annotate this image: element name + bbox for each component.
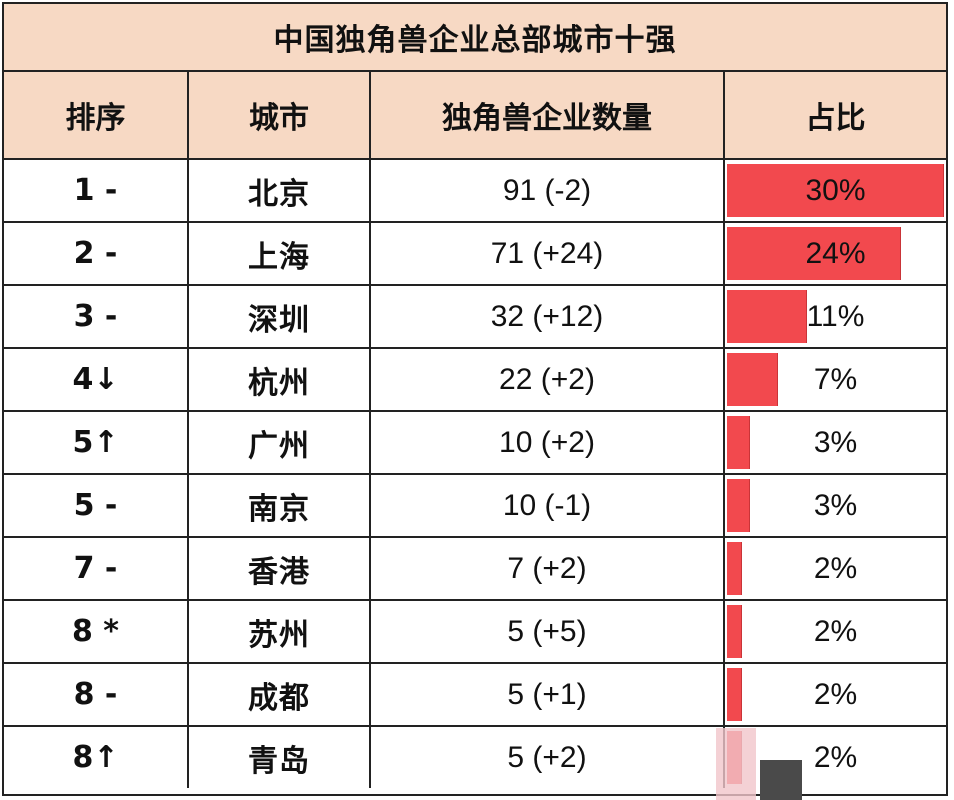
city-cell: 上海 <box>187 221 371 286</box>
share-bar <box>727 353 778 406</box>
count-cell: 22 (+2) <box>369 347 725 412</box>
share-label: 24% <box>805 237 866 270</box>
table-row: 7 - 香港 7 (+2) 2% <box>4 536 946 601</box>
table-row: 3 - 深圳 32 (+12) 11% <box>4 284 946 349</box>
city-cell: 青岛 <box>187 725 371 788</box>
table-row: 8 - 成都 5 (+1) 2% <box>4 662 946 727</box>
share-bar <box>727 605 742 658</box>
city-cell: 深圳 <box>187 284 371 349</box>
share-label: 2% <box>813 678 858 711</box>
count-cell: 7 (+2) <box>369 536 725 601</box>
table-row: 2 - 上海 71 (+24) 24% <box>4 221 946 286</box>
header-share: 占比 <box>723 72 946 160</box>
share-cell: 2% <box>723 725 946 788</box>
rank-cell: 4↓ <box>4 347 189 412</box>
share-label: 3% <box>813 489 858 522</box>
share-label: 30% <box>805 174 866 207</box>
share-cell: 2% <box>723 536 946 601</box>
rank-cell: 2 - <box>4 221 189 286</box>
share-cell: 2% <box>723 599 946 664</box>
header-row: 排序 城市 独角兽企业数量 占比 <box>4 72 946 160</box>
share-cell: 2% <box>723 662 946 727</box>
rank-cell: 7 - <box>4 536 189 601</box>
share-label: 2% <box>813 741 858 774</box>
header-count: 独角兽企业数量 <box>369 72 725 160</box>
share-bar <box>727 290 807 343</box>
count-cell: 32 (+12) <box>369 284 725 349</box>
city-cell: 广州 <box>187 410 371 475</box>
city-cell: 成都 <box>187 662 371 727</box>
rank-cell: 5↑ <box>4 410 189 475</box>
header-city: 城市 <box>187 72 371 160</box>
table-row: 8↑ 青岛 5 (+2) 2% <box>4 725 946 788</box>
share-cell: 24% <box>723 221 946 286</box>
count-cell: 71 (+24) <box>369 221 725 286</box>
city-cell: 苏州 <box>187 599 371 664</box>
city-cell: 南京 <box>187 473 371 538</box>
rank-cell: 8↑ <box>4 725 189 788</box>
share-label: 7% <box>813 363 858 396</box>
rank-cell: 1 - <box>4 158 189 223</box>
rank-cell: 3 - <box>4 284 189 349</box>
table-row: 4↓ 杭州 22 (+2) 7% <box>4 347 946 412</box>
share-bar <box>727 416 750 469</box>
share-bar <box>727 164 944 217</box>
share-label: 2% <box>813 615 858 648</box>
count-cell: 5 (+5) <box>369 599 725 664</box>
city-cell: 杭州 <box>187 347 371 412</box>
ranking-table: 排序 城市 独角兽企业数量 占比 1 - 北京 91 (-2) 30% 2 - 上海 71 … <box>4 72 946 788</box>
share-cell: 11% <box>723 284 946 349</box>
count-cell: 10 (+2) <box>369 410 725 475</box>
share-label: 11% <box>806 300 865 333</box>
share-cell: 3% <box>723 473 946 538</box>
table-row: 1 - 北京 91 (-2) 30% <box>4 158 946 223</box>
share-label: 2% <box>813 552 858 585</box>
count-cell: 10 (-1) <box>369 473 725 538</box>
table-row: 5↑ 广州 10 (+2) 3% <box>4 410 946 475</box>
rank-cell: 8 * <box>4 599 189 664</box>
table-row: 8 * 苏州 5 (+5) 2% <box>4 599 946 664</box>
city-cell: 香港 <box>187 536 371 601</box>
share-cell: 3% <box>723 410 946 475</box>
share-label: 3% <box>813 426 858 459</box>
share-cell: 7% <box>723 347 946 412</box>
rank-cell: 5 - <box>4 473 189 538</box>
count-cell: 91 (-2) <box>369 158 725 223</box>
city-cell: 北京 <box>187 158 371 223</box>
share-bar <box>727 542 742 595</box>
table-title: 中国独角兽企业总部城市十强 <box>4 4 946 72</box>
share-bar <box>727 479 750 532</box>
header-rank: 排序 <box>4 72 189 160</box>
share-bar <box>727 227 901 280</box>
count-cell: 5 (+1) <box>369 662 725 727</box>
table-row: 5 - 南京 10 (-1) 3% <box>4 473 946 538</box>
share-bar <box>727 668 742 721</box>
rank-cell: 8 - <box>4 662 189 727</box>
overlay-dark-block <box>760 760 802 800</box>
share-cell: 30% <box>723 158 946 223</box>
overlay-pink-block <box>716 728 756 800</box>
table-body: 1 - 北京 91 (-2) 30% 2 - 上海 71 (+24) 24% 3 - 深圳 32 (… <box>4 158 946 788</box>
count-cell: 5 (+2) <box>369 725 725 788</box>
